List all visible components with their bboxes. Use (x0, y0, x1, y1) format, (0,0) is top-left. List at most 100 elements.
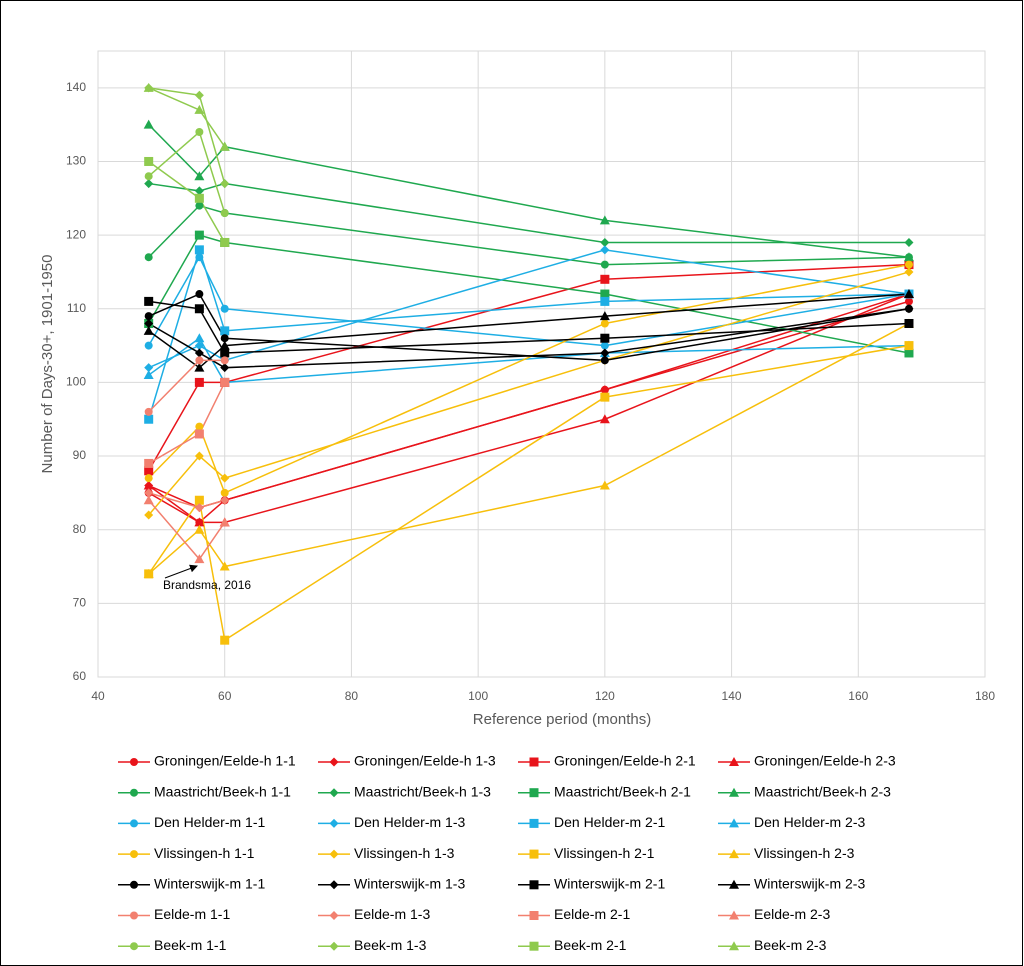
legend-marker (729, 818, 739, 828)
marker (600, 333, 610, 343)
legend-label: Maastricht/Beek-h 1-1 (154, 783, 291, 799)
marker (144, 172, 153, 181)
x-tick-label: 180 (975, 689, 995, 703)
marker (194, 554, 205, 564)
marker (600, 392, 610, 402)
legend-label: Groningen/Eelde-h 2-1 (554, 753, 696, 769)
marker (143, 325, 154, 335)
legend-marker (130, 758, 138, 766)
marker (144, 363, 154, 373)
legend-label: Maastricht/Beek-h 2-1 (554, 783, 691, 799)
marker (144, 312, 153, 321)
x-tick-label: 60 (218, 689, 232, 703)
series-line (148, 87, 226, 148)
marker (600, 237, 610, 247)
marker (194, 495, 204, 505)
marker (194, 348, 204, 358)
legend-marker (529, 849, 539, 859)
marker (600, 356, 609, 365)
legend-marker (729, 787, 739, 797)
legend-marker (130, 788, 138, 797)
marker (220, 304, 229, 313)
legend-label: Eelde-m 1-1 (154, 906, 230, 922)
legend-label: Vlissingen-h 1-3 (354, 845, 455, 861)
marker (143, 370, 154, 380)
marker (219, 561, 230, 571)
legend-label: Winterswijk-m 1-3 (354, 876, 465, 892)
marker (903, 289, 914, 299)
marker (194, 377, 204, 387)
legend-label: Vlissingen-h 2-3 (754, 845, 855, 861)
legend-label: Vlissingen-h 2-1 (554, 845, 655, 861)
legend-marker (329, 941, 339, 951)
marker (220, 179, 230, 189)
marker (144, 510, 154, 520)
x-tick-label: 80 (345, 689, 359, 703)
marker (220, 488, 229, 497)
marker (220, 495, 230, 505)
marker (194, 517, 205, 527)
marker (144, 253, 153, 262)
x-axis-label: Reference period (months) (473, 711, 651, 728)
legend-marker (329, 818, 339, 828)
marker (144, 407, 153, 416)
marker (194, 245, 204, 255)
y-tick-label: 100 (66, 375, 86, 389)
marker (600, 289, 610, 299)
marker (904, 260, 913, 269)
legend-marker (130, 880, 138, 889)
marker (904, 348, 914, 358)
marker (195, 253, 204, 262)
marker (194, 503, 204, 513)
y-axis-label: Number of Days-30+, 1901-1950 (39, 255, 56, 474)
marker (904, 267, 914, 277)
y-tick-label: 120 (66, 227, 86, 241)
marker (144, 318, 154, 328)
marker (195, 201, 204, 210)
marker (220, 473, 230, 483)
legend-marker (130, 942, 138, 951)
marker (194, 186, 204, 196)
y-tick-label: 70 (73, 596, 87, 610)
marker (219, 141, 230, 151)
legend-marker (130, 819, 138, 828)
marker (904, 341, 914, 351)
legend-label: Maastricht/Beek-h 1-3 (354, 783, 491, 799)
legend-label: Den Helder-m 2-1 (554, 814, 665, 830)
y-tick-label: 80 (73, 522, 87, 536)
marker (904, 297, 913, 306)
legend-marker (130, 850, 138, 859)
marker (220, 334, 229, 343)
marker (194, 429, 204, 439)
legend-marker (329, 788, 339, 798)
marker (144, 466, 154, 476)
marker (904, 318, 914, 328)
marker (599, 311, 610, 321)
marker (194, 524, 205, 534)
marker (599, 414, 610, 424)
legend-label: Den Helder-m 1-3 (354, 814, 465, 830)
marker (194, 193, 204, 203)
marker (220, 363, 230, 373)
y-tick-label: 130 (66, 154, 86, 168)
series-line (148, 124, 910, 258)
annotation: Brandsma, 2016 (163, 578, 251, 592)
marker (600, 348, 610, 358)
legend-label: Groningen/Eelde-h 1-3 (354, 753, 496, 769)
legend-marker (130, 911, 138, 920)
legend-marker (729, 941, 739, 951)
series-line (148, 182, 909, 244)
marker (195, 422, 204, 431)
marker (904, 304, 914, 314)
marker (144, 296, 154, 306)
x-tick-label: 120 (595, 689, 615, 703)
marker (194, 230, 204, 240)
series-line (148, 337, 909, 384)
marker (144, 488, 154, 498)
marker (600, 245, 610, 255)
marker (903, 252, 914, 262)
marker (143, 480, 154, 490)
x-tick-label: 100 (468, 689, 488, 703)
marker (220, 356, 229, 365)
